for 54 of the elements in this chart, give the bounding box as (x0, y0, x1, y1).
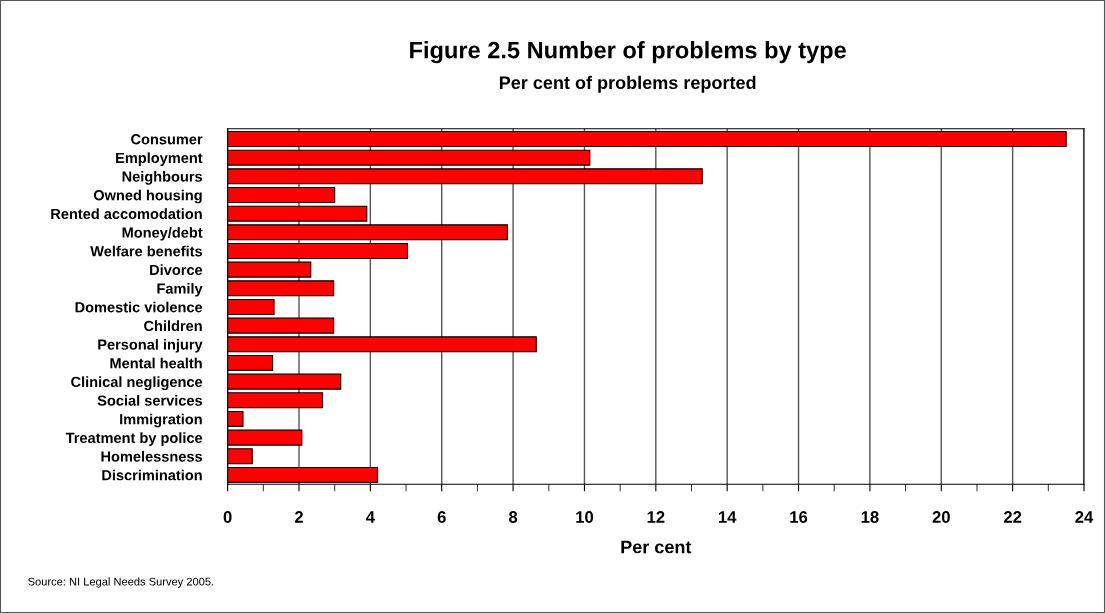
y-tick-label: Owned housing (93, 189, 202, 204)
bar (227, 186, 336, 204)
bar (227, 373, 342, 390)
bar (227, 317, 335, 334)
chart-subtitle: Per cent of problems reported (499, 75, 756, 93)
y-tick-label: Consumer (131, 134, 203, 145)
bar (227, 429, 303, 446)
y-tick-label: Welfare benefits (90, 245, 203, 257)
source-note: Source: NI Legal Needs Survey 2005. (28, 577, 214, 588)
x-tick-label: 20 (932, 511, 950, 523)
bar (227, 336, 537, 353)
y-tick-label: Employment (116, 152, 203, 166)
x-tick-label: 14 (718, 511, 737, 523)
bar (227, 298, 275, 315)
bar (227, 168, 703, 185)
x-tick-label: 8 (508, 511, 518, 523)
x-tick-label: 12 (647, 511, 665, 523)
y-tick-label: Treatment by police (65, 432, 203, 446)
y-tick-label: Domestic violence (75, 301, 203, 313)
y-tick-label: Family (157, 283, 203, 297)
y-tick-label: Clinical negligence (71, 376, 203, 390)
bar (227, 149, 591, 166)
bar (227, 392, 324, 409)
bar (227, 448, 253, 465)
x-tick-label: 24 (1075, 511, 1094, 523)
y-tick-label: Personal injury (98, 339, 203, 353)
y-tick-label: Discrimination (102, 469, 202, 481)
y-tick-label: Money/debt (122, 227, 203, 241)
y-tick-label: Children (144, 320, 202, 332)
bar (227, 242, 409, 259)
x-axis-title: Per cent (621, 540, 692, 554)
y-tick-label: Rented accomodation (51, 208, 202, 220)
bar (227, 224, 508, 241)
y-tick-label: Immigration (120, 413, 202, 428)
y-tick-label: Neighbours (122, 171, 203, 185)
x-tick-label: 0 (223, 511, 232, 523)
bar (227, 410, 244, 427)
bar (227, 280, 335, 297)
bar (227, 205, 368, 222)
x-tick-label: 6 (437, 511, 446, 523)
y-tick-label: Homelessness (101, 450, 203, 462)
x-tick-label: 2 (294, 511, 303, 523)
y-tick-label: Mental health (110, 357, 202, 369)
x-tick-label: 22 (1003, 511, 1022, 523)
x-tick-label: 18 (861, 511, 879, 523)
y-tick-label: Social services (97, 395, 203, 406)
bar (227, 354, 274, 371)
chart-title: Figure 2.5 Number of problems by type (410, 41, 846, 64)
x-tick-label: 4 (365, 511, 375, 523)
bar (227, 261, 312, 278)
bar (227, 130, 1067, 148)
y-tick-label: Divorce (150, 264, 203, 276)
x-tick-label: 10 (576, 511, 594, 523)
x-tick-label: 16 (790, 511, 808, 523)
